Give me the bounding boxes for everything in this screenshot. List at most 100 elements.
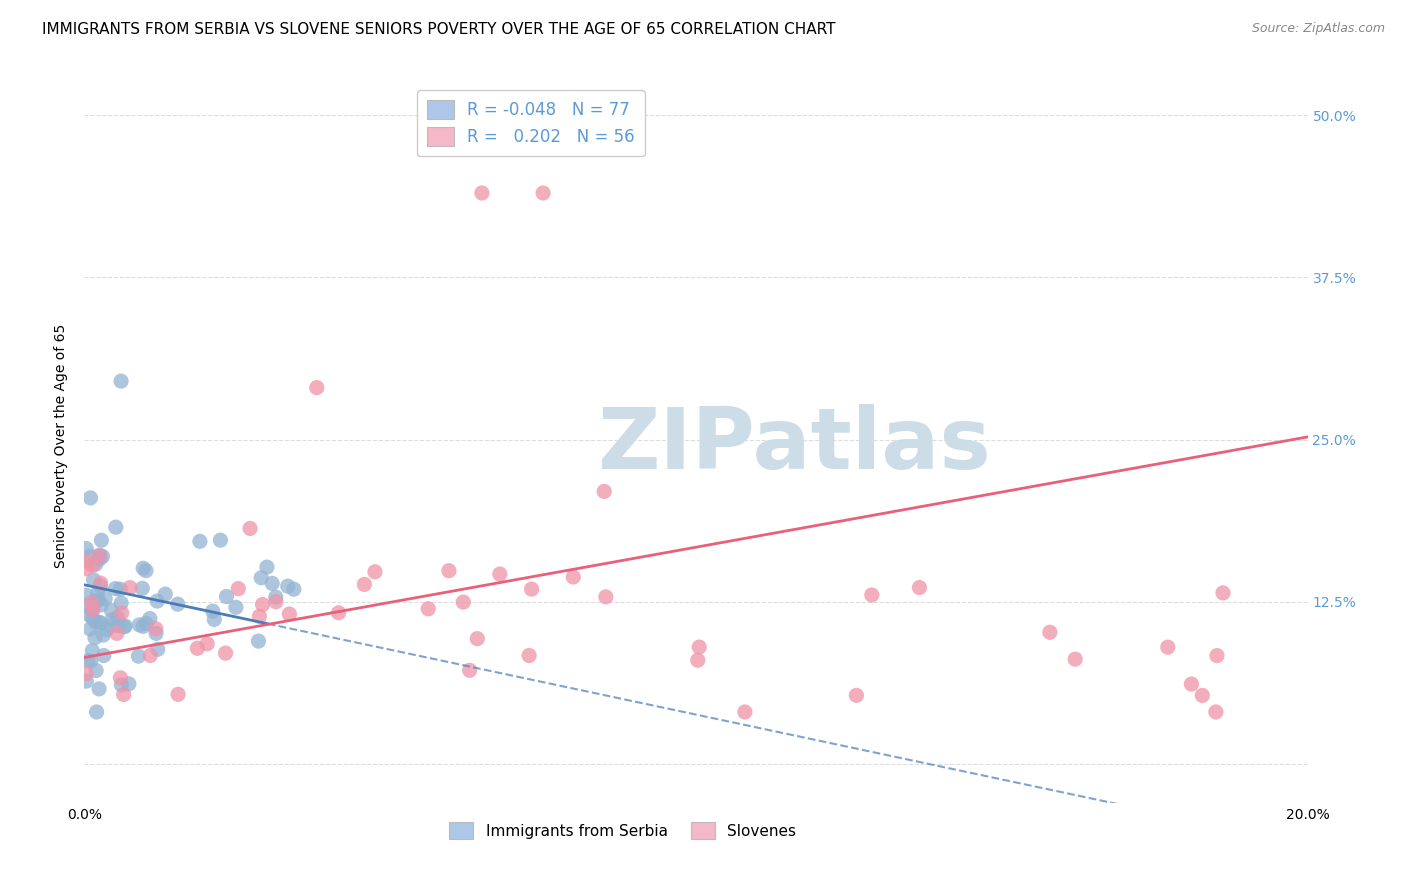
Point (75, 674, 97, 689)
Point (82, 603, 104, 617)
Point (127, 649, 149, 664)
Point (114, 619, 136, 633)
Legend: Immigrants from Serbia, Slovenes: Immigrants from Serbia, Slovenes (443, 816, 803, 845)
Point (104, 582, 127, 596)
Point (139, 648, 162, 663)
Point (108, 582, 131, 597)
Point (215, 590, 238, 604)
Point (89, 549, 111, 563)
Point (262, 576, 284, 591)
Point (84, 557, 107, 571)
Point (110, 596, 132, 610)
Point (1157, 640, 1180, 655)
Point (283, 582, 305, 596)
Point (94, 591, 117, 606)
Point (82, 643, 104, 657)
Text: ZIPatlas: ZIPatlas (598, 404, 991, 488)
Point (110, 678, 132, 692)
Point (186, 641, 208, 656)
Point (139, 611, 162, 625)
Point (118, 677, 141, 691)
Point (82, 558, 104, 573)
Point (83, 573, 105, 587)
Point (118, 581, 141, 595)
Point (89, 551, 111, 566)
Point (593, 484, 616, 499)
Point (239, 521, 262, 535)
Point (256, 560, 278, 574)
Point (1064, 652, 1087, 666)
Point (84, 595, 107, 609)
Point (453, 595, 475, 609)
Point (128, 618, 150, 632)
Point (84, 631, 107, 645)
Point (80, 654, 103, 668)
Point (328, 606, 350, 620)
Point (79, 549, 101, 563)
Point (155, 587, 177, 601)
Point (80, 596, 103, 610)
Point (688, 640, 710, 654)
Point (201, 604, 224, 618)
Point (437, 564, 460, 578)
Point (488, 567, 510, 582)
Point (75, 599, 97, 613)
Point (595, 590, 617, 604)
Point (686, 653, 709, 667)
Y-axis label: Seniors Poverty Over the Age of 65: Seniors Poverty Over the Age of 65 (55, 324, 69, 568)
Point (132, 561, 155, 575)
Point (188, 534, 211, 549)
Text: IMMIGRANTS FROM SERBIA VS SLOVENE SENIORS POVERTY OVER THE AGE OF 65 CORRELATION: IMMIGRANTS FROM SERBIA VS SLOVENE SENIOR… (42, 22, 835, 37)
Point (166, 597, 188, 611)
Point (84, 615, 107, 630)
Point (86, 586, 108, 600)
Point (100, 619, 122, 633)
Point (91, 628, 114, 642)
Point (1212, 586, 1234, 600)
Point (107, 618, 129, 632)
Point (112, 688, 135, 702)
Point (252, 598, 274, 612)
Point (458, 663, 481, 677)
Point (90, 533, 112, 548)
Point (111, 606, 134, 620)
Point (145, 626, 167, 640)
Point (465, 632, 488, 646)
Point (76, 654, 98, 668)
Point (860, 588, 883, 602)
Point (87, 592, 110, 607)
Point (1205, 705, 1227, 719)
Point (1039, 625, 1062, 640)
Point (89, 548, 111, 562)
Point (520, 582, 543, 596)
Point (531, 186, 554, 200)
Point (82, 611, 104, 625)
Point (277, 579, 299, 593)
Point (79, 622, 101, 636)
Point (146, 642, 169, 657)
Point (264, 595, 287, 609)
Point (75, 541, 97, 556)
Point (209, 533, 232, 548)
Point (247, 634, 270, 648)
Point (100, 603, 122, 617)
Point (146, 594, 169, 608)
Point (75, 666, 97, 681)
Point (264, 590, 287, 604)
Point (305, 381, 328, 395)
Point (110, 374, 132, 388)
Point (562, 570, 585, 584)
Point (87, 615, 110, 630)
Point (1206, 648, 1229, 663)
Point (110, 671, 132, 685)
Point (247, 609, 270, 624)
Point (90, 615, 112, 630)
Point (1180, 677, 1202, 691)
Point (132, 619, 155, 633)
Point (80, 604, 103, 618)
Point (84, 664, 107, 678)
Point (107, 610, 129, 624)
Point (1191, 689, 1213, 703)
Point (167, 687, 190, 701)
Point (101, 613, 124, 627)
